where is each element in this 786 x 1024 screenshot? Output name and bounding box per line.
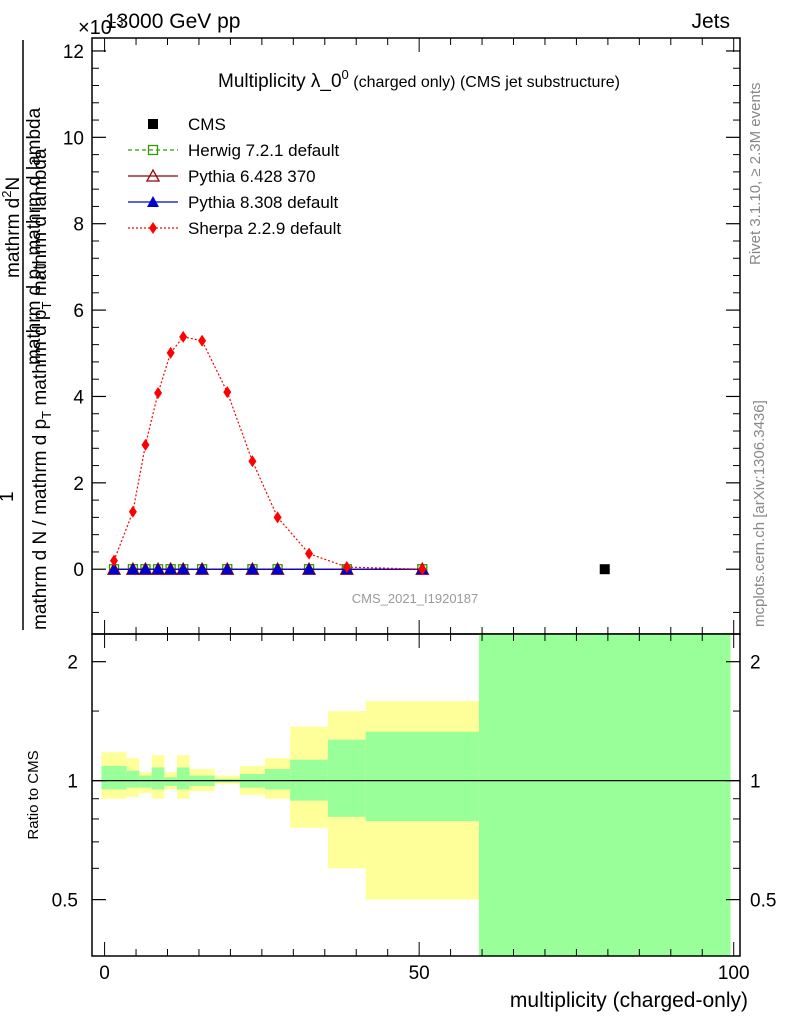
series-4	[110, 330, 427, 576]
svg-text:mathrm d pT mathrm d lambda: mathrm d pT mathrm d lambda	[24, 107, 48, 365]
legend-label: Pythia 8.308 default	[188, 193, 339, 212]
analysis-watermark: CMS_2021_I1920187	[352, 591, 479, 606]
xtick-label: 50	[409, 963, 430, 984]
svg-text:mathrm d N / mathrm d pT mathr: mathrm d N / mathrm d pT mathrm d pT mat…	[30, 148, 54, 630]
energy-label: 13000 GeV pp	[105, 10, 240, 33]
data-point	[154, 387, 163, 400]
xaxis-label: multiplicity (charged-only)	[510, 989, 748, 1012]
legend-label: Herwig 7.2.1 default	[188, 141, 339, 160]
data-point	[148, 119, 158, 129]
process-label: Jets	[691, 10, 730, 33]
xtick-label: 100	[718, 963, 750, 984]
uncertainty-band-inner	[151, 767, 165, 790]
data-point	[149, 222, 157, 234]
ytick-label: 1	[67, 772, 78, 793]
data-point	[166, 346, 175, 359]
data-point	[273, 511, 282, 524]
data-point	[196, 563, 209, 575]
ytick-label: 0	[73, 560, 84, 581]
data-point	[418, 563, 427, 576]
legend-entry: Sherpa 2.2.9 default	[128, 219, 341, 238]
uncertainty-band-inner	[139, 775, 152, 788]
uncertainty-band-inner	[101, 765, 127, 790]
data-point	[177, 563, 190, 575]
uncertainty-band-inner	[478, 634, 731, 956]
data-point	[152, 563, 165, 575]
data-point	[599, 564, 610, 575]
main-ylabel: mathrm d N / mathrm d pT mathrm d pT mat…	[0, 40, 54, 630]
legend-entry: CMS	[148, 115, 226, 134]
ytick-label: 12	[63, 42, 84, 63]
data-point	[110, 554, 119, 567]
uncertainty-band-inner	[126, 770, 140, 788]
uncertainty-band-inner	[176, 767, 190, 790]
main-panel: 0 2 4 6 8 10 12 Multiplicity λ_00 (charged onl…	[63, 37, 741, 635]
ytick-label: 2	[67, 653, 78, 674]
data-point	[147, 144, 159, 156]
mcplots-label: mcplots.cern.ch [arXiv:1306.3436]	[751, 400, 768, 627]
data-point	[141, 438, 150, 451]
legend-entry: Pythia 8.308 default	[128, 193, 339, 212]
data-point	[108, 563, 121, 575]
series-line	[113, 336, 423, 570]
svg-text:mathrm d2N: mathrm d2N	[0, 177, 24, 278]
uncertainty-band-inner	[164, 777, 177, 786]
main-series-layer	[106, 330, 610, 576]
data-point	[342, 561, 351, 574]
main-yaxis: 0 2 4 6 8 10 12	[63, 42, 740, 613]
data-point	[303, 563, 316, 575]
ytick-label: 8	[73, 215, 84, 236]
legend-entry: Pythia 6.428 370	[128, 167, 316, 186]
ytick-label: 2	[73, 474, 84, 495]
legend-label: CMS	[188, 115, 226, 134]
ytick-label: 0.5	[52, 891, 78, 912]
legend-label: Sherpa 2.2.9 default	[188, 219, 341, 238]
xtick-label: 0	[99, 963, 110, 984]
xaxis: 0 50 100	[99, 634, 750, 984]
ytick-label: 6	[73, 301, 84, 322]
data-point	[126, 563, 139, 575]
plot-title: Multiplicity λ_00 (charged only) (CMS je…	[218, 67, 620, 92]
data-point	[198, 334, 207, 347]
data-point	[145, 168, 161, 182]
ytick-label: 10	[63, 128, 84, 149]
series-0	[599, 564, 610, 575]
data-point	[179, 330, 188, 343]
ytick-label-right: 2	[750, 653, 761, 674]
data-point	[271, 563, 284, 575]
legend: CMS Herwig 7.2.1 default Pythia 6.428 370 P…	[128, 115, 341, 238]
ratio-plot-frame	[91, 633, 741, 957]
svg-text:1: 1	[0, 491, 18, 502]
uncertainty-band-inner	[265, 769, 291, 790]
legend-entry: Herwig 7.2.1 default	[128, 141, 339, 160]
exponent-label: ×10-3	[78, 14, 124, 39]
ratio-panel: 0.5 0.5 1 1 2 2 0 50 100 Ratio to CMS multiplic…	[25, 633, 777, 1012]
legend-label: Pythia 6.428 370	[188, 167, 316, 186]
data-point	[221, 563, 234, 575]
ytick-label-right: 0.5	[750, 891, 776, 912]
rivet-label: Rivet 3.1.10, ≥ 2.3M events	[747, 83, 764, 266]
data-point	[164, 563, 177, 575]
data-point	[128, 505, 137, 518]
data-point	[223, 386, 232, 399]
data-point	[246, 563, 259, 575]
data-point	[147, 196, 159, 207]
data-point	[305, 547, 314, 560]
ratio-yaxis: 0.5 0.5 1 1 2 2	[52, 653, 777, 912]
ratio-bands	[101, 634, 731, 956]
data-point	[248, 455, 257, 468]
ratio-ylabel: Ratio to CMS	[25, 750, 42, 839]
uncertainty-band-inner	[327, 739, 366, 817]
ytick-label-right: 1	[750, 772, 761, 793]
data-point	[139, 563, 152, 575]
uncertainty-band-inner	[365, 731, 479, 822]
ytick-label: 4	[73, 387, 84, 408]
